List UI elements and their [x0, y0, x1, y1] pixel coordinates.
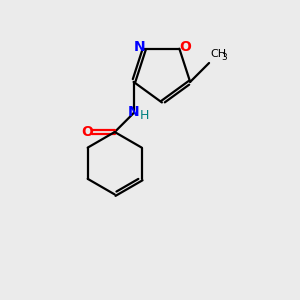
- Text: O: O: [81, 125, 93, 139]
- Text: H: H: [139, 109, 149, 122]
- Text: O: O: [179, 40, 190, 54]
- Text: CH: CH: [211, 50, 227, 59]
- Text: N: N: [128, 105, 140, 118]
- Text: 3: 3: [222, 52, 227, 62]
- Text: N: N: [133, 40, 145, 54]
